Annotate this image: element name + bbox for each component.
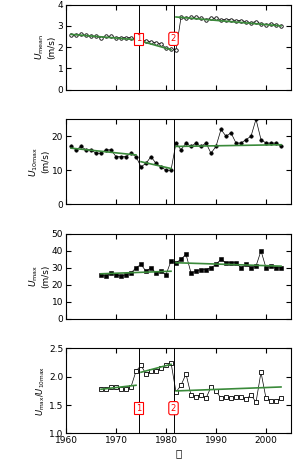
X-axis label: 年: 年: [176, 448, 182, 458]
Y-axis label: $U_{\rm max}$
(m/s): $U_{\rm max}$ (m/s): [27, 265, 50, 288]
Text: 1: 1: [136, 34, 141, 43]
Y-axis label: $U_{\rm max}/U_{\rm 10max}$: $U_{\rm max}/U_{\rm 10max}$: [35, 366, 47, 416]
Text: 2: 2: [171, 34, 176, 43]
Y-axis label: $U_{\rm 10max}$
(m/s): $U_{\rm 10max}$ (m/s): [27, 147, 50, 177]
Text: 2: 2: [171, 404, 176, 413]
Text: 1: 1: [136, 404, 141, 413]
Y-axis label: $U_{\rm mean}$
(m/s): $U_{\rm mean}$ (m/s): [33, 34, 56, 60]
